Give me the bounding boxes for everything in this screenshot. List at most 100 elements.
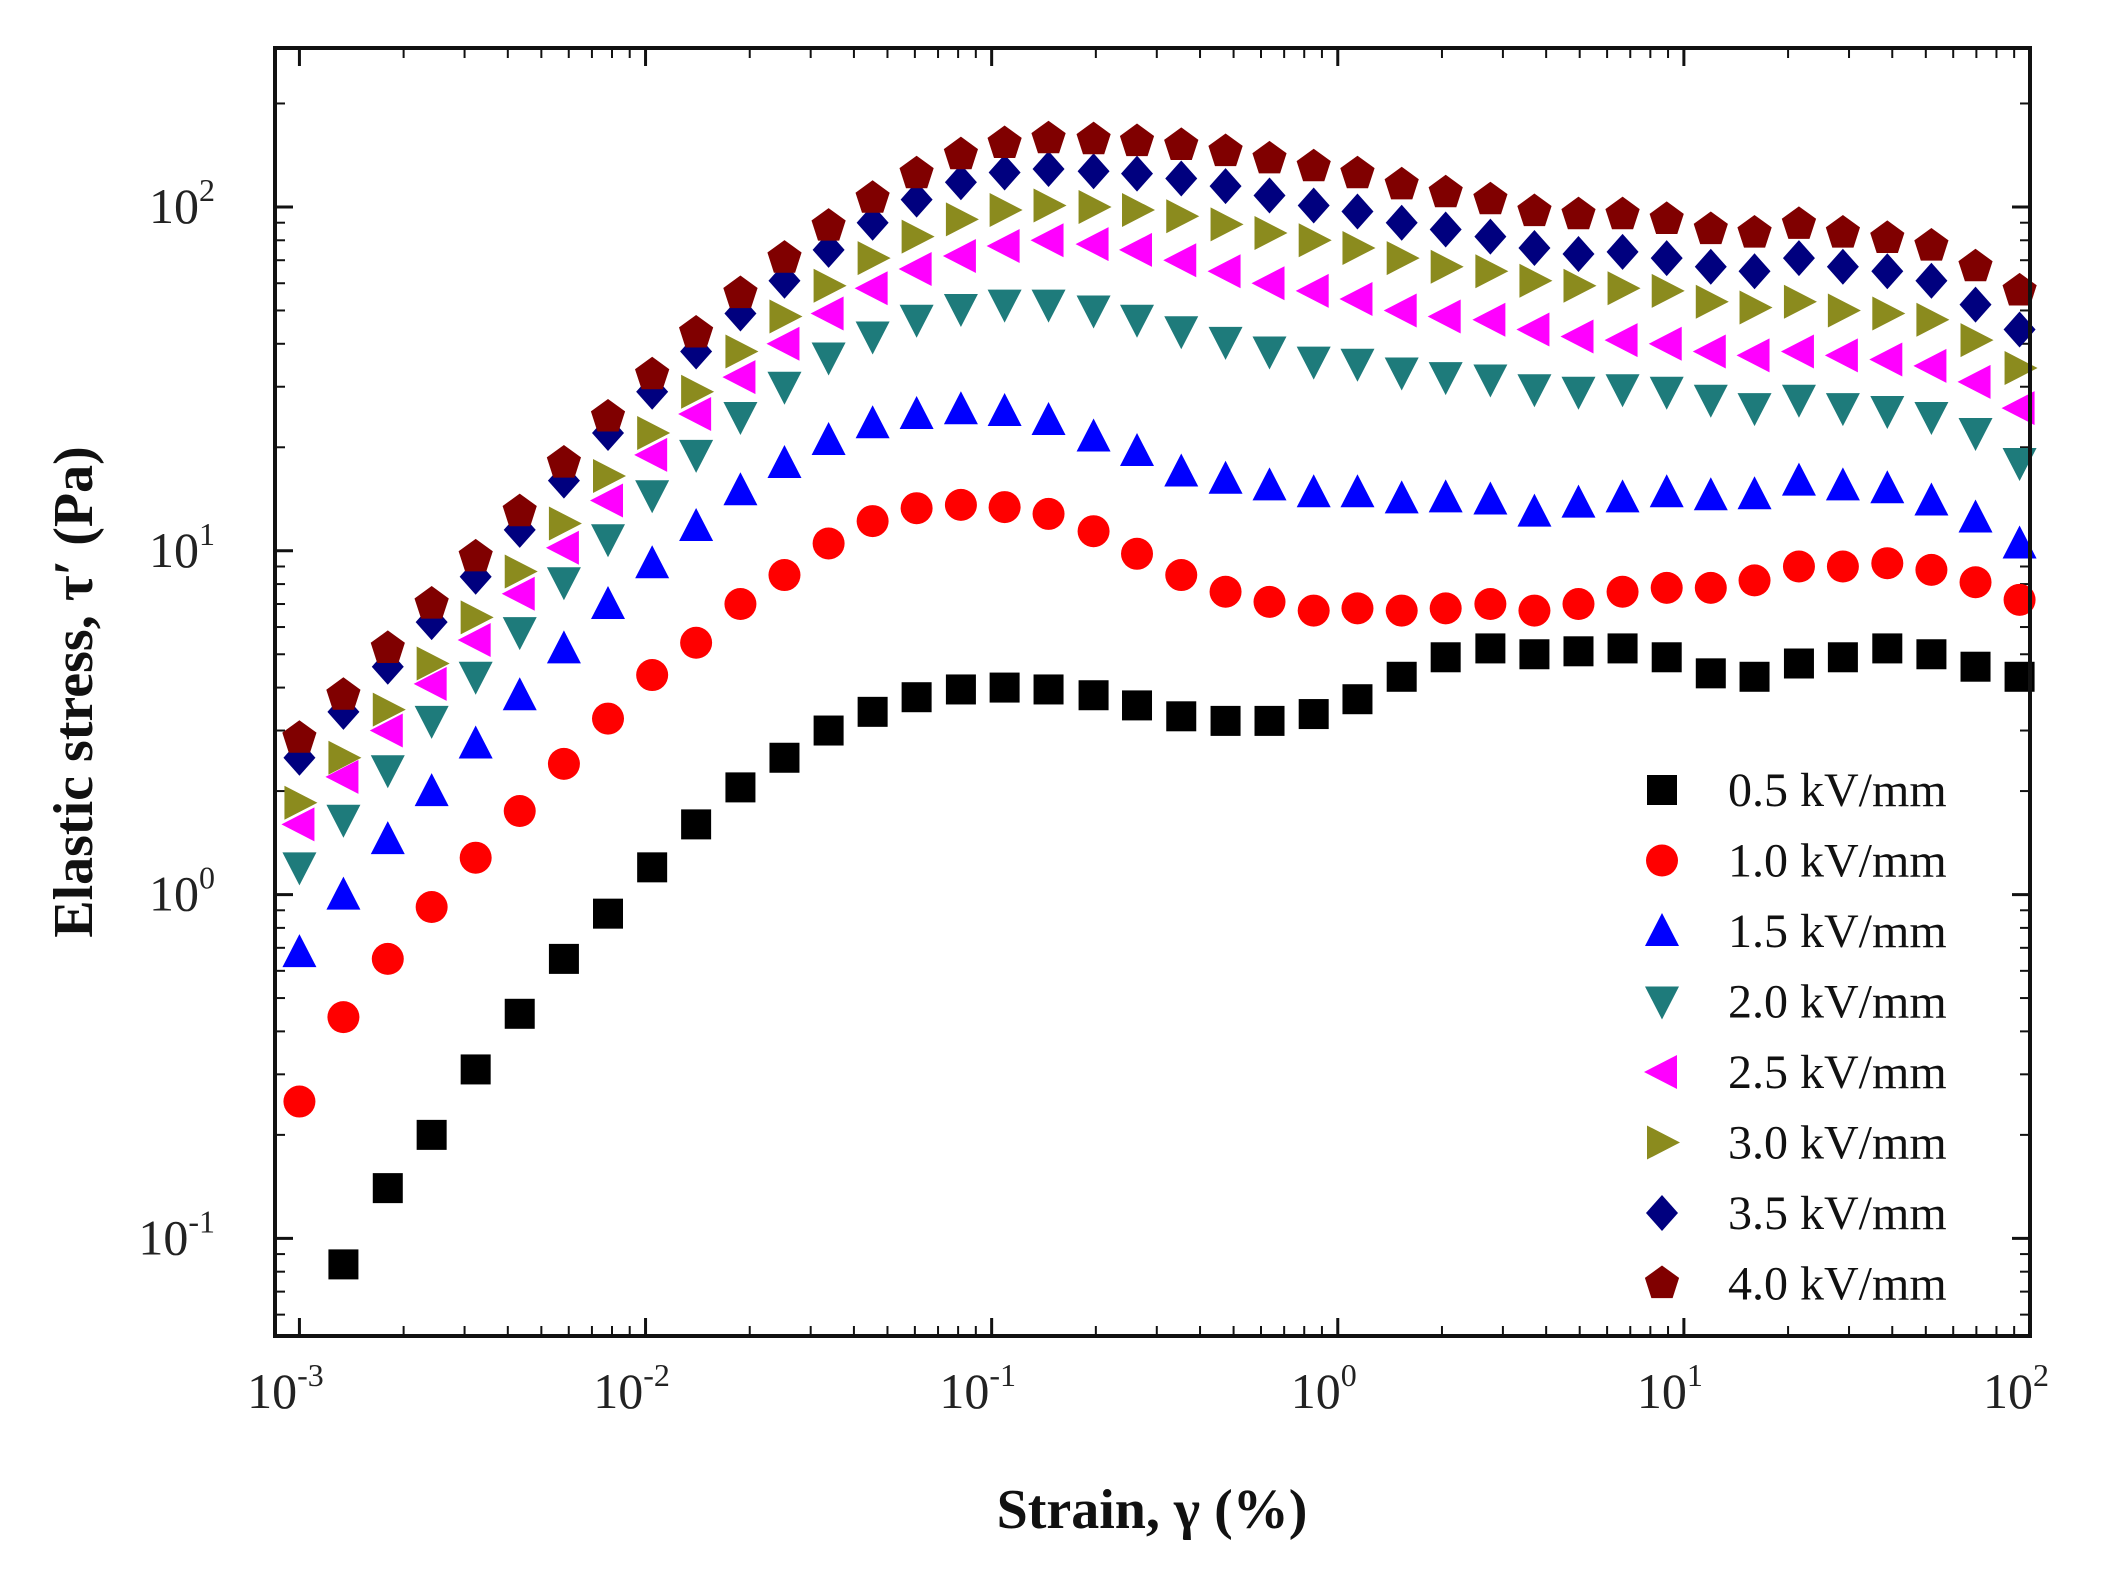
data-point (1076, 295, 1111, 329)
data-point (416, 646, 450, 681)
data-point (282, 852, 317, 886)
series-1-0-kv-mm (283, 488, 2036, 1118)
data-point (1429, 592, 1462, 625)
data-point (1077, 153, 1110, 190)
data-point (1252, 140, 1287, 174)
data-point (635, 480, 670, 514)
data-point (1693, 477, 1728, 511)
data-point (504, 998, 535, 1029)
data-point (2003, 311, 2036, 348)
data-point (501, 576, 535, 611)
data-point (768, 559, 801, 592)
data-point (1914, 482, 1949, 516)
data-point (414, 586, 449, 619)
data-point (1342, 684, 1373, 715)
data-point (1959, 566, 1992, 599)
data-point (811, 208, 846, 241)
data-point (414, 705, 449, 739)
data-point (1033, 674, 1064, 705)
data-point (1650, 571, 1683, 604)
data-point (590, 483, 624, 518)
y-tick-label: 100 (149, 860, 215, 922)
series-3-0-kv-mm (284, 188, 2038, 820)
data-point (1958, 418, 1993, 452)
legend-marker (1647, 775, 1677, 805)
data-point (1121, 155, 1154, 192)
data-point (1649, 474, 1684, 508)
data-point (1517, 374, 1552, 408)
data-point (724, 588, 757, 621)
data-point (326, 876, 361, 910)
data-point (1561, 484, 1596, 518)
data-point (1914, 401, 1949, 435)
data-point (1606, 575, 1639, 608)
data-point (1518, 594, 1551, 627)
data-point (325, 759, 359, 794)
data-point (769, 299, 803, 334)
data-point (1783, 284, 1817, 319)
data-point (1252, 467, 1287, 501)
data-point (369, 713, 403, 748)
data-point (1341, 193, 1374, 230)
data-point (546, 630, 581, 664)
data-point (1430, 249, 1464, 284)
data-point (1869, 342, 1903, 377)
data-point (857, 696, 888, 727)
data-point (987, 125, 1022, 158)
data-point (1254, 705, 1285, 736)
data-point (1737, 393, 1772, 427)
data-point (855, 321, 890, 355)
data-point (326, 804, 361, 838)
data-point (1075, 227, 1109, 262)
legend-marker (1644, 1265, 1680, 1299)
data-point (634, 437, 668, 472)
data-point (945, 674, 976, 705)
data-point (1517, 493, 1552, 527)
data-point (1209, 575, 1242, 608)
data-point (1518, 229, 1551, 266)
data-point (1825, 467, 1860, 501)
data-point (1827, 642, 1858, 673)
data-point (987, 393, 1022, 427)
data-point (1736, 338, 1770, 373)
data-point (1916, 639, 1947, 670)
data-point (945, 202, 979, 237)
data-point (1693, 384, 1728, 418)
data-point (1826, 550, 1859, 583)
data-point (681, 809, 712, 840)
data-point (327, 1001, 360, 1034)
data-point (1957, 364, 1991, 399)
series-0-5-kv-mm (328, 633, 2035, 1280)
data-point (1031, 289, 1066, 323)
data-point (1960, 651, 1991, 682)
data-point (1563, 268, 1597, 303)
data-point (2003, 583, 2036, 616)
data-point (1474, 218, 1507, 255)
data-point (1782, 240, 1815, 277)
data-point (1960, 323, 1994, 358)
data-point (898, 252, 932, 287)
data-point (1692, 334, 1726, 369)
data-point (1210, 705, 1241, 736)
data-point (590, 399, 626, 432)
legend-label: 3.5 kV/mm (1728, 1187, 1947, 1240)
y-tick-label: 101 (149, 516, 215, 578)
data-point (1781, 462, 1816, 496)
data-point (1605, 196, 1640, 230)
data-point (813, 268, 847, 303)
data-point (1519, 639, 1550, 670)
data-point (636, 659, 669, 692)
data-point (679, 508, 714, 542)
data-point (1607, 633, 1638, 664)
data-point (1473, 481, 1508, 515)
plot-frame (273, 46, 2032, 1338)
data-point (1605, 479, 1640, 513)
data-point (678, 396, 712, 431)
data-point (1606, 233, 1639, 270)
data-point (901, 219, 935, 254)
data-point (1120, 304, 1155, 338)
data-point (458, 538, 493, 572)
data-point (1473, 364, 1508, 398)
data-point (1166, 701, 1197, 732)
